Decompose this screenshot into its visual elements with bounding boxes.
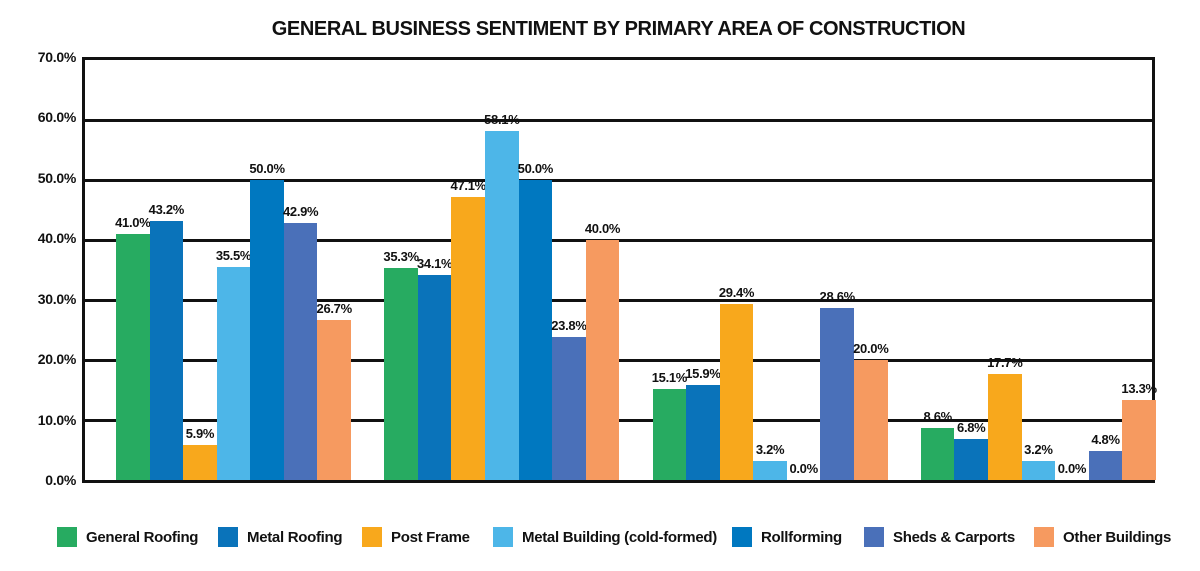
bar-metal-roofing: [149, 220, 184, 480]
legend-item-sheds-carports: Sheds & Carports: [864, 527, 1015, 547]
legend-swatch-icon: [218, 527, 238, 547]
bar-rollforming: [250, 180, 284, 480]
legend-label: Metal Roofing: [247, 528, 343, 546]
bar-general-roofing: [116, 234, 150, 480]
bar-metal-building-cold-formed-: [485, 131, 519, 480]
bar-value-label: 0.0%: [1057, 461, 1087, 476]
bar-value-label: 15.1%: [651, 370, 688, 386]
plot-area: 41.0% 43.2% 5.9% 35.5% 50.0% 42.9% 26.7% 35.3% 3…: [82, 57, 1157, 483]
y-tick-label: 70.0%: [37, 49, 77, 65]
bar-value-label: 58.1%: [484, 112, 520, 128]
bar-other-buildings: [585, 240, 620, 480]
bar-value-label: 13.3%: [1121, 381, 1157, 397]
legend-swatch-icon: [1034, 527, 1054, 547]
bar-other-buildings: [854, 360, 888, 480]
bar-value-label: 3.2%: [1024, 441, 1053, 457]
bar-value-label: 3.2%: [755, 441, 785, 457]
bar-value-label: 50.0%: [249, 161, 285, 176]
y-tick-label: 0.0%: [45, 472, 76, 488]
chart-title: GENERAL BUSINESS SENTIMENT BY PRIMARY AR…: [271, 18, 966, 40]
bar-value-label: 4.8%: [1091, 432, 1120, 448]
legend-item-general-roofing: General Roofing: [57, 527, 198, 547]
bar-post-frame: [719, 303, 754, 480]
bar-value-label: 8.6%: [923, 409, 952, 425]
bar-value-label: 35.3%: [383, 249, 419, 265]
bar-value-label: 5.9%: [185, 425, 215, 441]
y-tick-label: 20.0%: [37, 351, 77, 368]
legend-swatch-icon: [362, 527, 382, 547]
legend-label: Sheds & Carports: [893, 528, 1015, 546]
gridline: [85, 178, 1152, 182]
bar-sheds-carports: [820, 308, 854, 480]
legend-item-metal-roofing: Metal Roofing: [218, 527, 343, 547]
legend-swatch-icon: [732, 527, 752, 547]
bar-sheds-carports: [1088, 451, 1123, 480]
bar-metal-roofing: [417, 275, 452, 480]
bar-metal-roofing: [954, 439, 989, 480]
bar-value-label: 50.0%: [517, 161, 554, 176]
bar-sheds-carports: [283, 222, 318, 480]
legend-label: Post Frame: [391, 528, 470, 546]
bar-value-label: 28.6%: [819, 289, 856, 305]
bar-value-label: 15.9%: [685, 365, 721, 381]
bar-value-label: 20.0%: [853, 341, 889, 356]
bar-value-label: 40.0%: [584, 221, 621, 236]
y-tick-label: 60.0%: [37, 109, 77, 126]
bar-value-label: 26.7%: [316, 300, 353, 316]
legend-swatch-icon: [493, 527, 513, 547]
legend-label: General Roofing: [86, 528, 199, 546]
legend-item-rollforming: Rollforming: [732, 527, 842, 547]
legend-swatch-icon: [864, 527, 884, 547]
legend-label: Rollforming: [761, 528, 842, 546]
bar-value-label: 23.8%: [551, 318, 587, 334]
bar-value-label: 6.8%: [957, 420, 986, 436]
legend-item-post-frame: Post Frame: [362, 527, 470, 547]
bar-group: 8.6% 6.8% 17.7% 3.2% 0.0% 4.8% 13.3%: [920, 60, 1157, 480]
bar-value-label: 29.4%: [718, 284, 755, 300]
gridline: [85, 118, 1152, 122]
bar-sheds-carports: [552, 337, 586, 480]
bar-value-label: 43.2%: [148, 201, 185, 217]
y-tick-label: 30.0%: [37, 290, 77, 307]
bar-post-frame: [988, 373, 1022, 480]
bar-other-buildings: [317, 319, 351, 480]
bar-value-label: 17.7%: [987, 354, 1023, 370]
legend-item-metal-building-cold-formed-: Metal Building (cold-formed): [493, 527, 717, 547]
bar-general-roofing: [384, 268, 418, 480]
bar-other-buildings: [1122, 400, 1156, 480]
bar-general-roofing: [920, 428, 955, 480]
legend-item-other-buildings: Other Buildings: [1034, 527, 1171, 547]
bar-group: 35.3% 34.1% 47.1% 58.1% 50.0% 23.8% 40.0%: [383, 60, 620, 480]
bar-general-roofing: [652, 389, 687, 480]
bar-rollforming: [518, 180, 553, 480]
legend-swatch-icon: [57, 527, 77, 547]
bar-metal-roofing: [686, 384, 720, 480]
y-tick-label: 50.0%: [37, 169, 77, 186]
bar-metal-building-cold-formed-: [216, 267, 251, 480]
bar-value-label: 34.1%: [416, 256, 453, 272]
bar-value-label: 47.1%: [450, 178, 487, 194]
y-tick-label: 10.0%: [37, 411, 77, 428]
bar-group: 41.0% 43.2% 5.9% 35.5% 50.0% 42.9% 26.7%: [115, 60, 352, 480]
bar-value-label: 41.0%: [115, 215, 151, 230]
bar-post-frame: [451, 197, 485, 480]
bar-value-label: 35.5%: [215, 248, 252, 263]
bar-value-label: 42.9%: [282, 203, 319, 219]
bar-group: 15.1% 15.9% 29.4% 3.2% 0.0% 28.6% 20.0%: [652, 60, 889, 480]
bar-value-label: 0.0%: [789, 461, 818, 476]
bar-metal-building-cold-formed-: [753, 460, 787, 480]
bar-metal-building-cold-formed-: [1021, 460, 1056, 480]
legend-label: Metal Building (cold-formed): [522, 528, 717, 546]
y-tick-label: 40.0%: [37, 230, 77, 247]
legend-label: Other Buildings: [1063, 528, 1172, 546]
bar-post-frame: [183, 444, 217, 480]
